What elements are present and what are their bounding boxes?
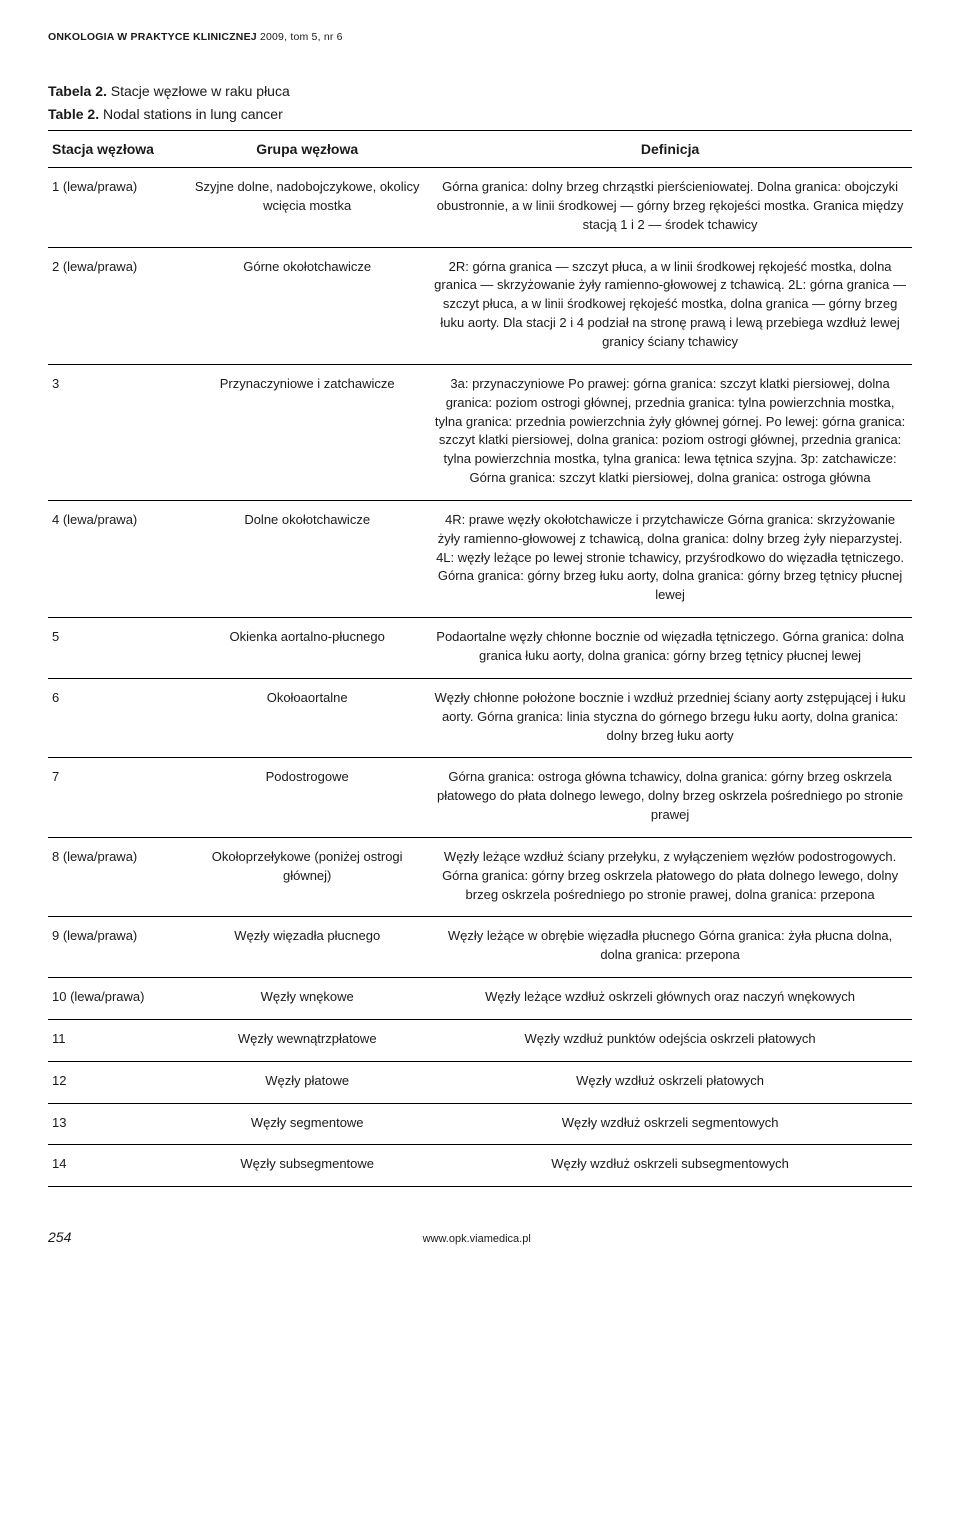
table-row: 7PodostrogoweGórna granica: ostroga głów… bbox=[48, 758, 912, 838]
cell-stacja: 9 (lewa/prawa) bbox=[48, 917, 186, 978]
cell-definicja: Węzły leżące wzdłuż ściany przełyku, z w… bbox=[428, 837, 912, 917]
cell-stacja: 4 (lewa/prawa) bbox=[48, 500, 186, 617]
table-body: 1 (lewa/prawa)Szyjne dolne, nadobojczyko… bbox=[48, 168, 912, 1187]
cell-grupa: Węzły więzadła płucnego bbox=[186, 917, 428, 978]
table-row: 11Węzły wewnątrzpłatoweWęzły wzdłuż punk… bbox=[48, 1019, 912, 1061]
cell-stacja: 11 bbox=[48, 1019, 186, 1061]
cell-grupa: Węzły wnękowe bbox=[186, 978, 428, 1020]
table-row: 9 (lewa/prawa)Węzły więzadła płucnegoWęz… bbox=[48, 917, 912, 978]
cell-definicja: Górna granica: dolny brzeg chrząstki pie… bbox=[428, 168, 912, 248]
cell-stacja: 5 bbox=[48, 618, 186, 679]
cell-grupa: Górne okołotchawicze bbox=[186, 247, 428, 364]
table-row: 13Węzły segmentoweWęzły wzdłuż oskrzeli … bbox=[48, 1103, 912, 1145]
table-row: 1 (lewa/prawa)Szyjne dolne, nadobojczyko… bbox=[48, 168, 912, 248]
cell-definicja: Węzły chłonne położone bocznie i wzdłuż … bbox=[428, 678, 912, 758]
col-header-definicja: Definicja bbox=[428, 130, 912, 167]
cell-definicja: 4R: prawe węzły okołotchawicze i przytch… bbox=[428, 500, 912, 617]
cell-definicja: Górna granica: ostroga główna tchawicy, … bbox=[428, 758, 912, 838]
cell-stacja: 12 bbox=[48, 1061, 186, 1103]
caption-label-en: Table 2. bbox=[48, 106, 99, 122]
table-row: 14Węzły subsegmentoweWęzły wzdłuż oskrze… bbox=[48, 1145, 912, 1187]
table-caption-en: Table 2. Nodal stations in lung cancer bbox=[48, 104, 912, 124]
cell-stacja: 6 bbox=[48, 678, 186, 758]
cell-definicja: Podaortalne węzły chłonne bocznie od wię… bbox=[428, 618, 912, 679]
journal-name: ONKOLOGIA W PRAKTYCE KLINICZNEJ bbox=[48, 31, 257, 43]
table-caption-pl: Tabela 2. Stacje węzłowe w raku płuca bbox=[48, 81, 912, 101]
table-row: 12Węzły płatoweWęzły wzdłuż oskrzeli pła… bbox=[48, 1061, 912, 1103]
footer-site: www.opk.viamedica.pl bbox=[71, 1232, 882, 1248]
cell-grupa: Podostrogowe bbox=[186, 758, 428, 838]
cell-grupa: Węzły płatowe bbox=[186, 1061, 428, 1103]
caption-title-en: Nodal stations in lung cancer bbox=[103, 106, 283, 122]
table-row: 3Przynaczyniowe i zatchawicze3a: przynac… bbox=[48, 364, 912, 500]
cell-grupa: Przynaczyniowe i zatchawicze bbox=[186, 364, 428, 500]
cell-grupa: Okołoprzełykowe (poniżej ostrogi głównej… bbox=[186, 837, 428, 917]
table-row: 10 (lewa/prawa)Węzły wnękoweWęzły leżące… bbox=[48, 978, 912, 1020]
cell-grupa: Węzły subsegmentowe bbox=[186, 1145, 428, 1187]
cell-stacja: 1 (lewa/prawa) bbox=[48, 168, 186, 248]
cell-stacja: 7 bbox=[48, 758, 186, 838]
page-number: 254 bbox=[48, 1227, 71, 1247]
cell-grupa: Węzły wewnątrzpłatowe bbox=[186, 1019, 428, 1061]
cell-grupa: Szyjne dolne, nadobojczykowe, okolicy wc… bbox=[186, 168, 428, 248]
cell-grupa: Węzły segmentowe bbox=[186, 1103, 428, 1145]
col-header-grupa: Grupa węzłowa bbox=[186, 130, 428, 167]
table-row: 4 (lewa/prawa)Dolne okołotchawicze4R: pr… bbox=[48, 500, 912, 617]
cell-definicja: 2R: górna granica — szczyt płuca, a w li… bbox=[428, 247, 912, 364]
cell-stacja: 8 (lewa/prawa) bbox=[48, 837, 186, 917]
cell-grupa: Okienka aortalno-płucnego bbox=[186, 618, 428, 679]
cell-definicja: Węzły leżące w obrębie więzadła płucnego… bbox=[428, 917, 912, 978]
cell-stacja: 2 (lewa/prawa) bbox=[48, 247, 186, 364]
caption-label-pl: Tabela 2. bbox=[48, 83, 107, 99]
nodal-stations-table: Stacja węzłowa Grupa węzłowa Definicja 1… bbox=[48, 130, 912, 1188]
journal-issue: 2009, tom 5, nr 6 bbox=[260, 31, 343, 43]
cell-definicja: Węzły leżące wzdłuż oskrzeli głównych or… bbox=[428, 978, 912, 1020]
cell-grupa: Okołoaortalne bbox=[186, 678, 428, 758]
running-header: ONKOLOGIA W PRAKTYCE KLINICZNEJ 2009, to… bbox=[48, 30, 912, 45]
cell-definicja: Węzły wzdłuż oskrzeli płatowych bbox=[428, 1061, 912, 1103]
cell-stacja: 3 bbox=[48, 364, 186, 500]
table-header-row: Stacja węzłowa Grupa węzłowa Definicja bbox=[48, 130, 912, 167]
cell-definicja: Węzły wzdłuż oskrzeli segmentowych bbox=[428, 1103, 912, 1145]
cell-stacja: 14 bbox=[48, 1145, 186, 1187]
table-row: 6OkołoaortalneWęzły chłonne położone boc… bbox=[48, 678, 912, 758]
table-row: 8 (lewa/prawa)Okołoprzełykowe (poniżej o… bbox=[48, 837, 912, 917]
cell-grupa: Dolne okołotchawicze bbox=[186, 500, 428, 617]
cell-definicja: Węzły wzdłuż oskrzeli subsegmentowych bbox=[428, 1145, 912, 1187]
cell-stacja: 10 (lewa/prawa) bbox=[48, 978, 186, 1020]
caption-title-pl: Stacje węzłowe w raku płuca bbox=[111, 83, 290, 99]
table-row: 2 (lewa/prawa)Górne okołotchawicze2R: gó… bbox=[48, 247, 912, 364]
cell-definicja: 3a: przynaczyniowe Po prawej: górna gran… bbox=[428, 364, 912, 500]
table-row: 5Okienka aortalno-płucnegoPodaortalne wę… bbox=[48, 618, 912, 679]
cell-definicja: Węzły wzdłuż punktów odejścia oskrzeli p… bbox=[428, 1019, 912, 1061]
cell-stacja: 13 bbox=[48, 1103, 186, 1145]
col-header-stacja: Stacja węzłowa bbox=[48, 130, 186, 167]
page-footer: 254 www.opk.viamedica.pl bbox=[48, 1227, 912, 1248]
